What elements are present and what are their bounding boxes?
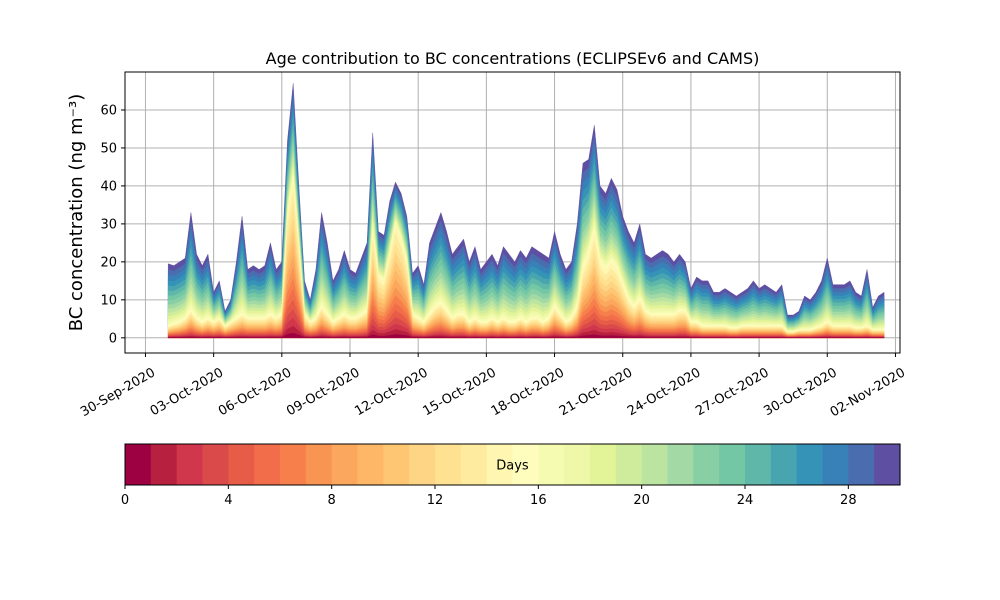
colorbar-cell — [305, 444, 333, 485]
x-tick-label: 02-Nov-2020 — [828, 365, 908, 420]
colorbar-cell — [641, 444, 669, 485]
colorbar-cell — [228, 444, 255, 485]
colorbar-tick-label: 16 — [530, 493, 547, 508]
age-layer-25-to-26-days — [167, 116, 885, 339]
colorbar-frame — [124, 443, 901, 486]
x-tick-label: 15-Oct-2020 — [421, 365, 499, 419]
y-tick-label: 30 — [100, 217, 117, 232]
y-tick-label: 20 — [100, 255, 117, 270]
colorbar-cell — [357, 444, 384, 485]
colorbar-cells — [125, 444, 901, 485]
colorbar-cell — [848, 444, 875, 485]
y-axis: 0 10 20 30 40 50 60 — [100, 103, 125, 346]
x-tick-label: 21-Oct-2020 — [557, 365, 635, 419]
colorbar-tick-label: 12 — [427, 493, 444, 508]
colorbar-cell — [383, 444, 410, 485]
colorbar-ticks: 0 4 8 12 16 20 24 28 — [121, 485, 857, 508]
y-tick-label: 0 — [109, 331, 117, 346]
colorbar-tick-label: 8 — [328, 493, 336, 508]
y-tick-label: 50 — [100, 141, 117, 156]
colorbar-cell — [202, 444, 229, 485]
y-tick-label: 40 — [100, 179, 117, 194]
x-tick-label: 12-Oct-2020 — [352, 365, 430, 419]
colorbar-cell — [254, 444, 281, 485]
colorbar-cell — [796, 444, 824, 485]
x-tick-label: 30-Sep-2020 — [78, 365, 158, 420]
colorbar-cell — [719, 444, 746, 485]
colorbar-cell — [409, 444, 436, 485]
chart-title: Age contribution to BC concentrations (E… — [266, 49, 760, 68]
colorbar-cell — [280, 444, 307, 485]
x-tick-label: 06-Oct-2020 — [216, 365, 294, 419]
age-layer-3-to-4-days — [167, 308, 885, 339]
colorbar-cell — [331, 444, 359, 485]
plot-area: 30-Sep-202003-Oct-202006-Oct-202009-Oct-… — [78, 71, 908, 420]
colorbar-tick-label: 0 — [121, 493, 129, 508]
colorbar-tick-label: 28 — [840, 493, 857, 508]
age-layer-1-to-2-days — [167, 325, 885, 339]
colorbar-tick-label: 24 — [737, 493, 754, 508]
colorbar-cell — [615, 444, 643, 485]
x-tick-label: 24-Oct-2020 — [625, 365, 703, 419]
colorbar-cell — [176, 444, 204, 485]
colorbar-label: Days — [496, 459, 529, 474]
colorbar: Days 0 4 8 12 16 20 24 28 — [121, 443, 901, 508]
colorbar-cell — [667, 444, 694, 485]
y-tick-label: 60 — [100, 103, 117, 118]
stacked-area-layers — [167, 83, 885, 339]
colorbar-tick-label: 20 — [633, 493, 650, 508]
x-tick-label: 09-Oct-2020 — [284, 365, 362, 419]
x-tick-label: 18-Oct-2020 — [489, 365, 567, 419]
x-tick-label: 30-Oct-2020 — [761, 365, 839, 419]
age-layer-2-to-3-days — [167, 317, 885, 339]
colorbar-cell — [435, 444, 462, 485]
colorbar-cell — [512, 444, 539, 485]
colorbar-tick-label: 4 — [224, 493, 232, 508]
colorbar-cell — [125, 444, 152, 485]
y-tick-label: 10 — [100, 293, 117, 308]
colorbar-cell — [693, 444, 720, 485]
x-tick-label: 27-Oct-2020 — [693, 365, 771, 419]
x-axis: 30-Sep-202003-Oct-202006-Oct-202009-Oct-… — [78, 353, 908, 420]
plot-frame — [124, 71, 901, 354]
age-layer-0-to-1-days — [167, 332, 885, 339]
y-axis-label: BC concentration (ng m⁻³) — [66, 94, 87, 332]
colorbar-cell — [745, 444, 772, 485]
colorbar-cell — [486, 444, 514, 485]
x-tick-label: 03-Oct-2020 — [148, 365, 226, 419]
colorbar-cell — [770, 444, 798, 485]
colorbar-cell — [564, 444, 591, 485]
colorbar-cell — [590, 444, 617, 485]
colorbar-cell — [460, 444, 488, 485]
colorbar-cell — [538, 444, 565, 485]
colorbar-cell — [150, 444, 178, 485]
colorbar-cell — [874, 444, 901, 485]
colorbar-cell — [822, 444, 849, 485]
